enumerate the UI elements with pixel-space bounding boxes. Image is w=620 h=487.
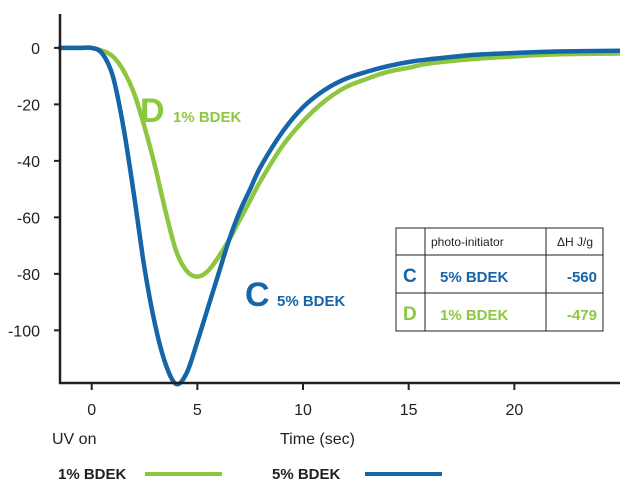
table-header-dh: ΔH J/g xyxy=(557,235,593,249)
y-tick-label: -100 xyxy=(8,323,40,340)
x-ticks: 0 5 10 15 20 xyxy=(87,383,523,419)
y-ticks: 0 -20 -40 -60 -80 -100 xyxy=(8,41,60,340)
series-c-label: 5% BDEK xyxy=(277,293,346,310)
table-row-d-letter: D xyxy=(403,304,417,325)
table-background xyxy=(395,227,604,332)
y-tick-label: 0 xyxy=(31,41,40,58)
legend-item-1-label: 1% BDEK xyxy=(58,466,127,483)
table-row-d-initiator: 1% BDEK xyxy=(440,307,509,324)
y-tick-label: -60 xyxy=(17,210,40,227)
plot-layer xyxy=(57,45,620,387)
x-tick-label: 10 xyxy=(294,402,312,419)
series-d-letter: D xyxy=(140,92,165,130)
legend: 1% BDEK 5% BDEK xyxy=(58,466,442,483)
legend-item-2-label: 5% BDEK xyxy=(272,466,341,483)
table-row-c-letter: C xyxy=(403,266,417,287)
x-tick-label: 0 xyxy=(87,402,96,419)
axes xyxy=(58,14,620,385)
series-line-c xyxy=(57,45,620,387)
x-start-label: UV on xyxy=(52,431,96,448)
y-tick-label: -40 xyxy=(17,154,40,171)
x-tick-label: 15 xyxy=(400,402,418,419)
table-row-d-value: -479 xyxy=(567,307,597,324)
curve-labels: D 1% BDEK C 5% BDEK xyxy=(140,92,346,314)
x-tick-label: 5 xyxy=(193,402,202,419)
x-tick-label: 20 xyxy=(505,402,523,419)
x-axis-label: Time (sec) xyxy=(280,431,355,448)
table-row-c-value: -560 xyxy=(567,269,597,286)
summary-table: photo-initiator ΔH J/g C 5% BDEK -560 D … xyxy=(395,227,604,332)
table-header-initiator: photo-initiator xyxy=(431,235,504,249)
y-tick-label: -20 xyxy=(17,97,40,114)
table-row-c-initiator: 5% BDEK xyxy=(440,269,509,286)
y-tick-label: -80 xyxy=(17,267,40,284)
series-c-letter: C xyxy=(245,276,270,314)
series-d-label: 1% BDEK xyxy=(173,109,242,126)
